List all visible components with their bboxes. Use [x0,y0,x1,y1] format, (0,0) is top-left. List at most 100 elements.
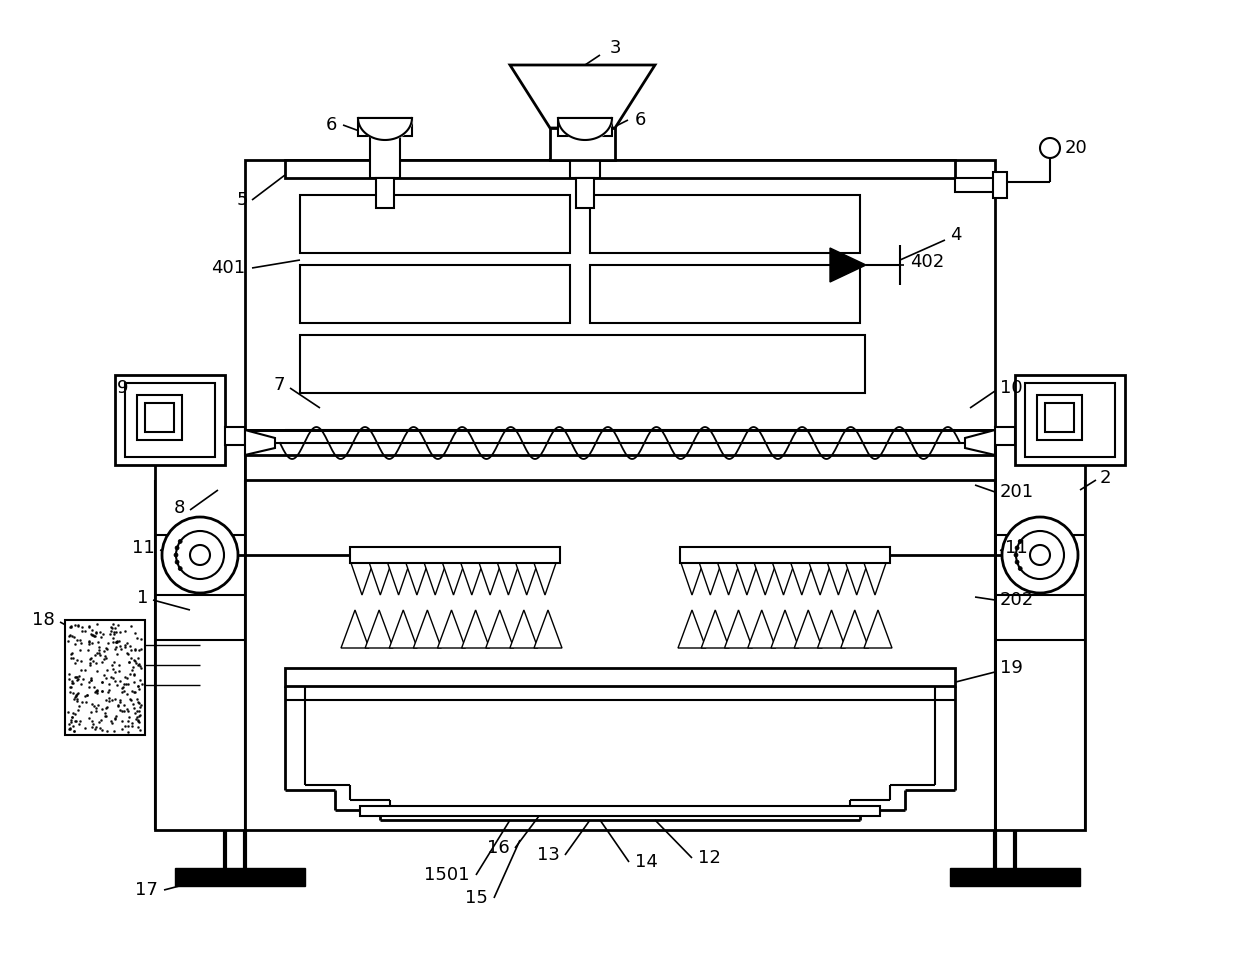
Polygon shape [438,610,465,648]
Polygon shape [754,563,776,595]
Polygon shape [424,563,446,595]
Polygon shape [461,563,482,595]
Text: 202: 202 [999,591,1034,609]
Text: 11: 11 [1004,539,1028,557]
Bar [64,620,145,735]
Polygon shape [370,563,392,595]
Bar [125,383,215,457]
Polygon shape [405,563,428,595]
Circle shape [162,517,238,593]
Circle shape [1016,546,1019,550]
Text: 13: 13 [537,846,560,864]
Bar [1045,403,1074,432]
Circle shape [175,561,179,564]
Polygon shape [389,610,417,648]
Text: 14: 14 [635,853,658,871]
Text: 1: 1 [136,589,148,607]
Text: 16: 16 [487,839,510,857]
Polygon shape [443,563,465,595]
Bar [370,130,401,178]
Polygon shape [846,563,868,595]
Circle shape [1014,553,1018,557]
Text: 5: 5 [237,191,248,209]
Polygon shape [735,563,758,595]
Circle shape [1016,531,1064,579]
Circle shape [1018,539,1022,544]
Polygon shape [510,610,538,648]
Circle shape [179,566,182,570]
Text: 17: 17 [135,881,157,899]
Polygon shape [461,610,490,648]
Bar [285,160,955,178]
Polygon shape [510,65,655,128]
Bar [175,868,305,886]
Text: 401: 401 [211,259,246,277]
Polygon shape [486,610,513,648]
Text: 10: 10 [999,379,1023,397]
Polygon shape [864,610,892,648]
Polygon shape [699,563,722,595]
Polygon shape [771,610,799,648]
Text: 4: 4 [950,226,961,244]
Text: 7: 7 [274,376,285,394]
Bar [680,547,890,563]
Polygon shape [773,563,795,595]
Bar [577,178,594,208]
Text: 3: 3 [609,39,621,57]
Bar [994,427,1016,445]
Bar [1025,383,1115,457]
Polygon shape [718,563,739,595]
Bar [994,430,1085,830]
Polygon shape [413,610,441,648]
Circle shape [1040,138,1060,158]
Polygon shape [341,610,370,648]
Circle shape [174,553,179,557]
Bar [993,172,1007,198]
Polygon shape [365,610,393,648]
Text: 8: 8 [174,499,185,517]
Bar [590,265,861,323]
Text: 18: 18 [32,611,55,629]
Polygon shape [827,563,849,595]
Circle shape [1002,517,1078,593]
Polygon shape [388,563,409,595]
Bar [246,160,994,430]
Bar [376,178,394,208]
Text: 12: 12 [698,849,720,867]
Bar [115,375,224,465]
Text: 6: 6 [635,111,646,129]
Bar [300,335,866,393]
Bar [300,265,570,323]
Text: 1501: 1501 [424,866,470,884]
Polygon shape [351,563,373,595]
Polygon shape [791,563,812,595]
Bar [955,178,999,192]
Polygon shape [534,563,556,595]
Polygon shape [808,563,831,595]
Bar [246,430,994,830]
Text: 19: 19 [999,659,1023,677]
Bar [145,403,174,432]
Bar [358,118,412,136]
Circle shape [179,539,182,544]
Bar [1016,375,1125,465]
Polygon shape [681,563,703,595]
Polygon shape [534,610,562,648]
Polygon shape [795,610,822,648]
Polygon shape [678,610,706,648]
Bar [300,195,570,253]
Text: 2: 2 [1100,469,1111,487]
Polygon shape [965,430,994,455]
Polygon shape [724,610,753,648]
Text: 9: 9 [117,379,128,397]
Text: 6: 6 [326,116,337,134]
Polygon shape [497,563,520,595]
Bar [558,118,613,136]
Bar [350,547,560,563]
Polygon shape [841,610,869,648]
Bar [950,868,1080,886]
Text: 20: 20 [1065,139,1087,157]
Circle shape [190,545,210,565]
Text: 402: 402 [910,253,944,271]
Bar [551,128,615,160]
